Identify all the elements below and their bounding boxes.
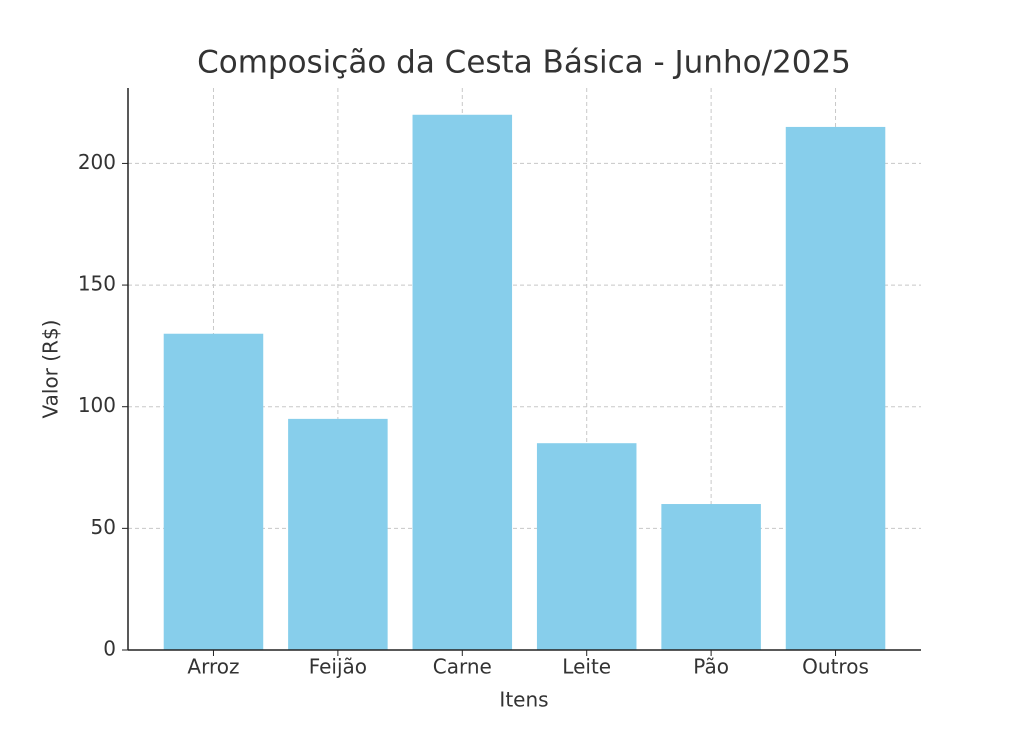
y-tick-label: 150 [78, 272, 116, 296]
y-tick-label: 50 [91, 515, 116, 539]
x-axis-label: Itens [499, 688, 548, 712]
bar [661, 504, 761, 650]
x-tick-label: Arroz [187, 655, 239, 679]
y-axis-label: Valor (R$) [39, 320, 63, 419]
bars [163, 114, 886, 651]
y-tick-label: 200 [78, 150, 116, 174]
x-tick-label: Pão [693, 655, 729, 679]
bar [163, 333, 264, 650]
x-tick-label: Feijão [309, 655, 367, 679]
y-tick-label: 100 [78, 393, 116, 417]
x-tick-label: Leite [562, 655, 611, 679]
bar [785, 126, 886, 651]
x-tick-label: Carne [433, 655, 492, 679]
x-tick-label: Outros [802, 655, 869, 679]
y-tick-label: 0 [103, 637, 116, 661]
chart-title: Composição da Cesta Básica - Junho/2025 [197, 45, 851, 81]
bar [412, 114, 513, 650]
bar [288, 418, 388, 650]
bar [536, 443, 637, 650]
